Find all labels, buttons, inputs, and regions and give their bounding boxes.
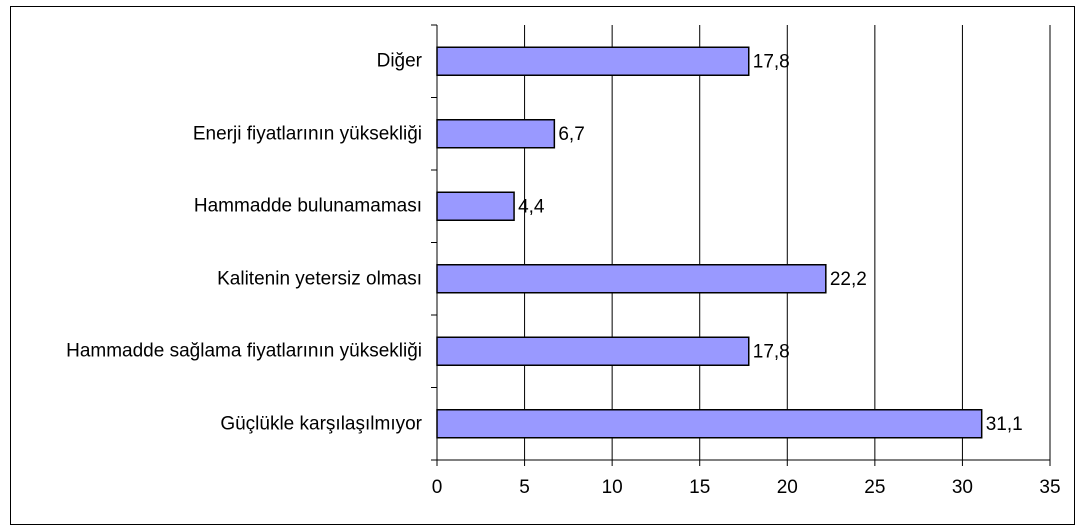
bar (436, 264, 827, 294)
x-tick-label: 5 (519, 477, 530, 498)
value-label: 17,8 (753, 51, 790, 72)
value-label: 17,8 (753, 341, 790, 362)
y-tick-label: Güçlükle karşılaşılmıyor (220, 413, 422, 435)
y-tick-label: Diğer (376, 50, 422, 72)
x-tick-label: 35 (1039, 477, 1060, 498)
bar (436, 409, 983, 439)
x-tick-label: 30 (952, 477, 973, 498)
x-tick-label: 25 (864, 477, 885, 498)
value-label: 31,1 (986, 414, 1023, 435)
y-tick-label: Kalitenin yetersiz olması (217, 268, 422, 290)
x-tick-label: 15 (689, 477, 710, 498)
bar (436, 191, 515, 221)
y-tick-label: Hammadde sağlama fiyatlarının yüksekliği (66, 340, 422, 362)
x-tick-label: 10 (602, 477, 623, 498)
chart-border (10, 6, 1075, 525)
bar (436, 119, 556, 149)
value-label: 22,2 (830, 269, 867, 290)
bar (436, 336, 750, 366)
y-tick-label: Enerji fiyatlarının yüksekliği (192, 123, 422, 145)
x-tick-label: 20 (777, 477, 798, 498)
value-label: 4,4 (518, 196, 545, 217)
x-tick-label: 0 (432, 477, 443, 498)
y-tick-label: Hammadde bulunamaması (193, 195, 422, 217)
value-label: 6,7 (558, 124, 584, 145)
bar (436, 46, 750, 76)
